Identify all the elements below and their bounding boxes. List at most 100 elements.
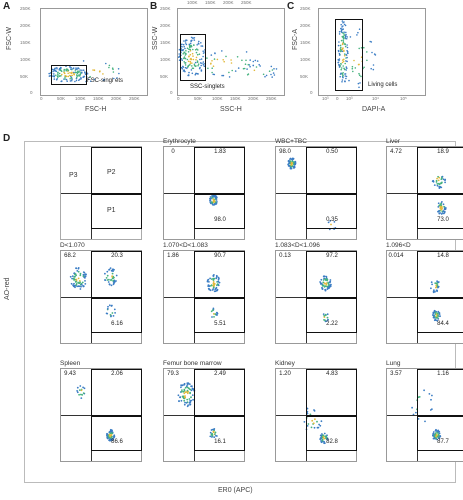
event-dot [182, 66, 185, 68]
event-dot [195, 72, 197, 75]
event-dot [437, 210, 440, 213]
event-dot [108, 283, 111, 285]
event-dot [194, 61, 197, 64]
event-dot [196, 60, 199, 62]
event-dot [339, 75, 341, 78]
gate-p1 [306, 297, 357, 333]
event-dot [370, 67, 372, 70]
event-dot [72, 277, 75, 280]
event-dot [214, 433, 216, 435]
event-dot [215, 277, 218, 279]
tick: 0 [30, 90, 33, 95]
event-dot [188, 43, 191, 46]
event-dot [431, 180, 434, 183]
event-dot [439, 315, 441, 318]
event-dot [67, 72, 69, 75]
event-dot [360, 47, 363, 49]
event-dot [75, 280, 77, 283]
plot-title: Femur bone marrow [163, 360, 222, 367]
event-dot [191, 65, 193, 67]
event-dot [340, 39, 343, 42]
event-dot [292, 165, 295, 168]
event-dot [344, 68, 346, 71]
event-dot [366, 51, 368, 53]
event-dot [323, 432, 326, 435]
event-dot [74, 71, 77, 73]
event-dot [183, 40, 185, 42]
event-dot [433, 184, 436, 186]
quadrant-percentage: 16.1 [214, 439, 226, 445]
event-dot [230, 59, 232, 61]
event-dot [346, 50, 349, 53]
event-dot [209, 201, 212, 203]
event-dot [207, 67, 209, 70]
event-dot [77, 277, 80, 280]
event-dot [76, 74, 78, 76]
quadrant-percentage: 84.4 [437, 321, 449, 327]
event-dot [193, 37, 196, 39]
event-dot [439, 207, 442, 210]
event-dot [82, 386, 84, 389]
event-dot [191, 67, 194, 69]
event-dot [345, 57, 347, 59]
event-dot [74, 273, 77, 275]
tick: 250K [300, 6, 311, 11]
tick: 200K [223, 0, 234, 5]
event-dot [193, 63, 196, 65]
event-dot [112, 279, 114, 282]
event-dot [440, 178, 443, 181]
event-dot [346, 60, 348, 63]
event-dot [212, 281, 215, 283]
event-dot [115, 280, 117, 282]
event-dot [107, 281, 110, 283]
event-dot [110, 305, 113, 307]
event-dot [187, 65, 190, 67]
event-dot [211, 71, 213, 74]
event-dot [192, 398, 194, 401]
event-dot [188, 55, 190, 57]
plot-area: 0.014 14.8 84.4 [386, 250, 463, 344]
event-dot [344, 35, 347, 37]
event-dot [319, 424, 322, 427]
event-dot [111, 275, 113, 278]
event-dot [327, 318, 329, 321]
event-dot [73, 272, 75, 275]
scatter-dots [287, 157, 337, 231]
event-dot [74, 80, 76, 83]
event-dot [183, 61, 185, 63]
event-dot [341, 35, 344, 38]
event-dot [189, 60, 192, 63]
event-dot [75, 77, 78, 80]
event-dot [202, 52, 205, 54]
event-dot [55, 74, 57, 77]
event-dot [73, 285, 76, 288]
scatter-dots [76, 385, 116, 442]
event-dot [318, 423, 320, 426]
event-dot [323, 314, 326, 317]
event-dot [291, 160, 294, 163]
event-dot [69, 66, 71, 68]
event-dot [64, 78, 66, 80]
event-dot [75, 284, 78, 286]
event-dot [106, 307, 109, 310]
event-dot [78, 282, 81, 284]
quadrant-percentage: 18.9 [437, 149, 449, 155]
event-dot [70, 79, 73, 82]
event-dot [200, 42, 202, 44]
gate-p1 [194, 415, 245, 451]
event-dot [340, 23, 342, 26]
event-dot [246, 68, 248, 70]
event-dot [183, 57, 185, 60]
gate-p1 [417, 193, 463, 229]
event-dot [48, 75, 51, 77]
tick: 50K [300, 74, 309, 79]
event-dot [254, 59, 257, 62]
event-dot [345, 31, 347, 34]
event-dot [188, 402, 191, 404]
event-dot [178, 55, 181, 57]
event-dot [189, 42, 192, 45]
event-dot [77, 285, 80, 288]
event-dot [107, 305, 109, 308]
tick: 10⁵ [400, 96, 407, 101]
event-dot [345, 66, 348, 68]
